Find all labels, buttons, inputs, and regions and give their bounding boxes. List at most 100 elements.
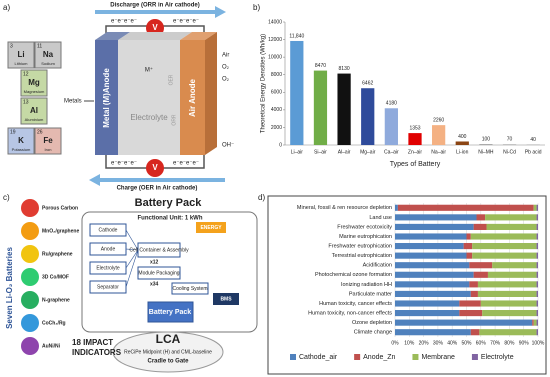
value-label: 4180 [386,101,397,107]
element-box [20,97,48,125]
bar [432,125,446,145]
bar-segment [536,233,538,240]
bar-segment [536,223,538,230]
element-name: Magnesium [24,89,45,94]
y-tick-label: Freshwater ecotoxicity [337,224,392,230]
x-tick-label: Na–air [431,149,446,155]
cooling-box [171,282,209,295]
arrowhead [89,174,100,186]
battery-label: 3D Co/MOF [42,274,69,280]
element-name: Iron [45,147,52,152]
connector [125,229,139,251]
element-symbol: K [18,136,24,145]
y-tick-label: Human toxicity, non-cancer effects [308,311,392,317]
voltmeter [146,159,164,177]
x-tick-label: 40% [447,340,458,346]
x-tick-label: 0% [391,340,399,346]
battery-label: CoCh₂/Rg [42,320,66,326]
bar [479,144,493,145]
components: Cathode Anode Electrolyte Separator [89,223,139,294]
bar-segment [469,281,478,288]
electrolyte [118,40,180,155]
battery-icon [21,337,39,355]
bar-segment [470,329,480,336]
bar-segment [473,223,487,230]
legend-label: Membrane [421,354,455,361]
bar-segment [395,271,474,278]
battery-icon [21,291,39,309]
bar-segment [477,281,537,288]
battery-label: AuNi/Ni [42,343,61,349]
bar-segment [470,290,478,297]
cathode-label: Air Anode [188,78,197,116]
bar-segment [536,329,538,336]
cell-label: Cell Container & Assembly [129,247,189,253]
charts: 0 2000 4000 6000 8000 10000 12000 14000 11,840 Li… [261,19,545,361]
battery-label: N-graphene [42,297,70,303]
y-tick-label: Land use [369,215,392,221]
hydroxide-label: OH⁻ [222,143,234,149]
side-title: Seven Li-O₂ Batteries [5,247,14,329]
y-axis-label: Theoretical Energy Densities (Wh/kg) [261,34,267,133]
value-label: 40 [530,137,536,143]
indicators: 18 IMPACT [72,338,113,347]
bar [384,108,398,145]
bar-segment [395,233,467,240]
bar-segment [469,262,493,269]
x-tick-label: 50% [461,340,472,346]
y-tick-label: Mineral, fossil & ren resource depletion [297,205,392,211]
bar-segment [533,319,537,326]
battery-icon [21,245,39,263]
battery-label: Ru/graphene [42,251,73,257]
x-tick-label: Al–air [338,149,351,155]
element-number: 19 [10,129,16,135]
component-label: Electrolyte [96,265,120,271]
value-label: 11,840 [289,33,304,39]
indicators: INDICATORS [72,348,122,357]
lca-scope: Cradle to Gate [147,359,189,365]
bar-segment [463,243,473,250]
element-symbol: Fe [43,136,53,145]
y-tick-label: Ozone depletion [352,320,392,326]
element-symbol: Al [30,106,38,115]
battery-label: MnO₂/graphene [42,228,79,234]
bar-segment [477,290,537,297]
bar-segment [536,281,538,288]
air-label: Air [222,53,229,59]
charge-label: Charge (OER in Air cathode) [117,186,198,192]
x-tick-label: Li-ion [456,149,468,155]
component-label: Separator [97,284,119,290]
cathode-top [180,32,217,40]
element-name: Aluminium [25,117,44,122]
electrons: e⁻e⁻e⁻e⁻ [173,19,199,25]
electrons: e⁻e⁻e⁻e⁻ [111,161,137,167]
y-tick-label: Terrestrial eutrophication [332,253,392,259]
element-symbol: Na [43,50,54,59]
element-name: Lithium [15,61,29,66]
oxygen-label: O₂ [222,77,230,83]
x-axis-label: Types of Battery [390,161,441,168]
bar-segment [532,319,534,326]
electrons: e⁻e⁻e⁻e⁻ [111,19,137,25]
arrowhead [215,6,226,18]
legend-swatch [354,354,361,360]
bar-segment [536,319,538,326]
y-tick-label: Particulate matter [349,291,392,297]
x-tick-label: Ca–air [384,149,399,155]
module-count: x34 [150,281,159,287]
panel-c: Seven Li-O₂ Batteries Porous Carbon MnO₂/… [5,197,258,373]
y-tick-label: 10000 [268,54,282,60]
pack-title: Battery Pack [135,197,203,209]
oer-label: OER [168,74,174,85]
x-tick-label: 70% [490,340,501,346]
pack-node [147,301,194,323]
legend-label: Cathode_air [299,354,338,361]
battery-icon [21,268,39,286]
bar-segment [395,243,464,250]
voltage-label: V [152,23,158,32]
bms-box [213,293,239,305]
bar-segment [536,204,538,211]
bar-segment [536,290,538,297]
cell-top [118,32,192,40]
